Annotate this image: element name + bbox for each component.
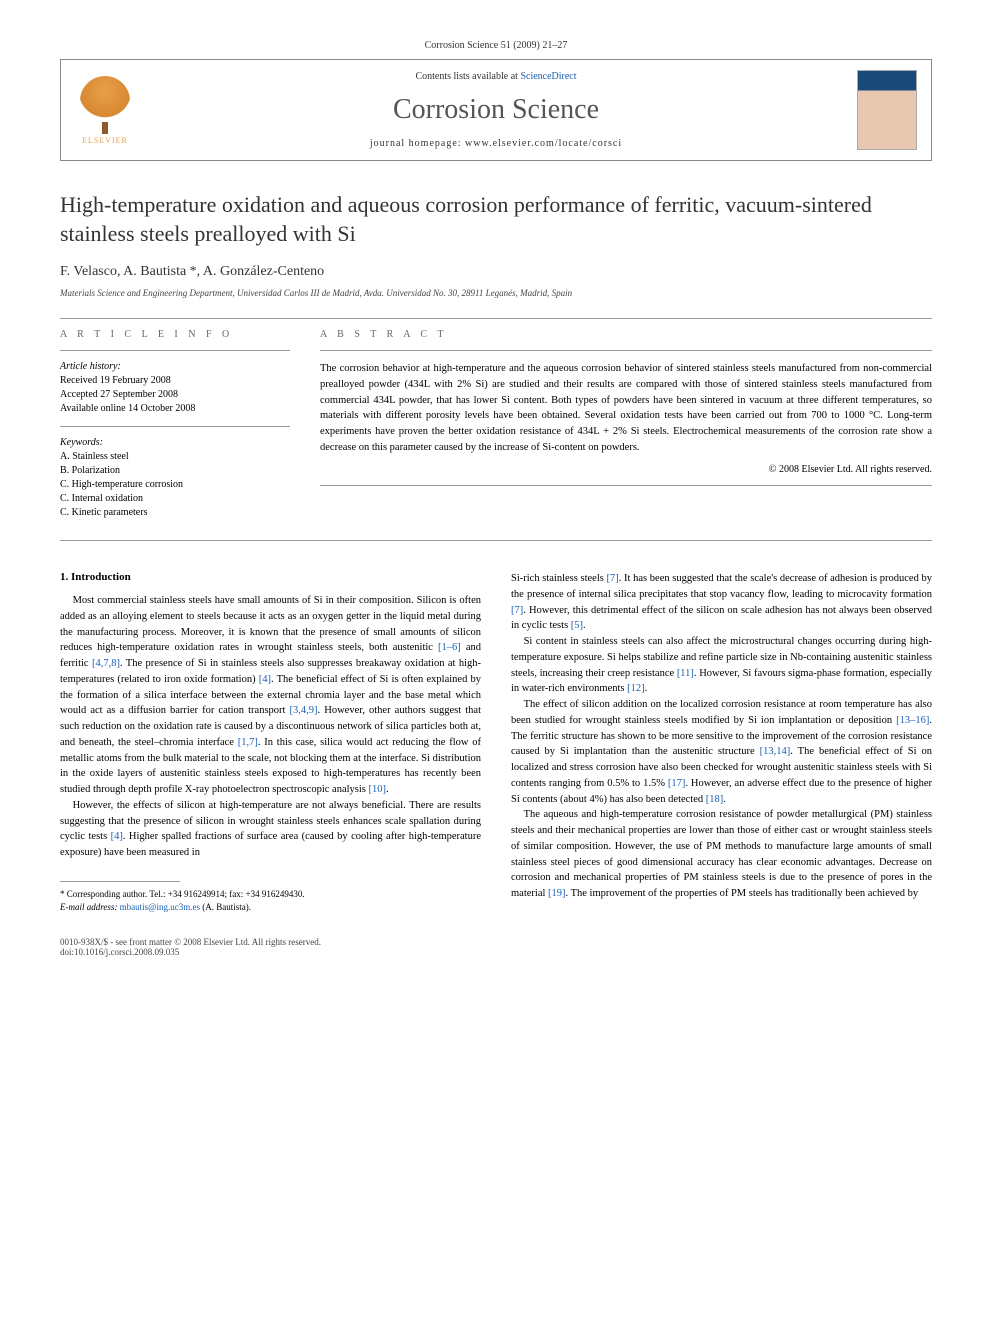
abstract-copyright: © 2008 Elsevier Ltd. All rights reserved… [320, 464, 932, 475]
abstract-head: A B S T R A C T [320, 329, 932, 340]
left-column: 1. Introduction Most commercial stainles… [60, 571, 481, 913]
paragraph: The aqueous and high-temperature corrosi… [511, 807, 932, 902]
sciencedirect-link[interactable]: ScienceDirect [520, 71, 576, 82]
keyword: A. Stainless steel [60, 450, 290, 464]
accepted-date: Accepted 27 September 2008 [60, 388, 290, 402]
divider [60, 318, 932, 319]
body-columns: 1. Introduction Most commercial stainles… [60, 571, 932, 913]
paragraph: Si content in stainless steels can also … [511, 634, 932, 697]
keyword: C. High-temperature corrosion [60, 478, 290, 492]
keyword: B. Polarization [60, 464, 290, 478]
paragraph: Most commercial stainless steels have sm… [60, 593, 481, 798]
elsevier-logo: ELSEVIER [75, 75, 135, 145]
article-info-head: A R T I C L E I N F O [60, 329, 290, 340]
authors: F. Velasco, A. Bautista *, A. González-C… [60, 264, 932, 280]
keywords-head: Keywords: [60, 437, 290, 448]
received-date: Received 19 February 2008 [60, 374, 290, 388]
history-head: Article history: [60, 361, 290, 372]
journal-cover-thumbnail [857, 70, 917, 150]
right-column: Si-rich stainless steels [7]. It has bee… [511, 571, 932, 913]
affiliation: Materials Science and Engineering Depart… [60, 288, 932, 298]
footer-left: 0010-938X/$ - see front matter © 2008 El… [60, 937, 321, 957]
email-suffix: (A. Bautista). [200, 902, 251, 912]
email-footnote: E-mail address: mbautis@ing.uc3m.es (A. … [60, 901, 481, 914]
footnote-separator [60, 881, 180, 882]
email-label: E-mail address: [60, 902, 120, 912]
keyword: C. Kinetic parameters [60, 506, 290, 520]
page-footer: 0010-938X/$ - see front matter © 2008 El… [60, 937, 932, 957]
paragraph: The effect of silicon addition on the lo… [511, 697, 932, 807]
divider [60, 350, 290, 351]
divider [60, 540, 932, 541]
keyword: C. Internal oxidation [60, 492, 290, 506]
doi-line: doi:10.1016/j.corsci.2008.09.035 [60, 947, 321, 957]
elsevier-tree-icon [80, 76, 130, 126]
front-matter-line: 0010-938X/$ - see front matter © 2008 El… [60, 937, 321, 947]
contents-line: Contents lists available at ScienceDirec… [135, 71, 857, 82]
online-date: Available online 14 October 2008 [60, 402, 290, 416]
journal-name: Corrosion Science [135, 94, 857, 126]
abstract-text: The corrosion behavior at high-temperatu… [320, 361, 932, 456]
email-link[interactable]: mbautis@ing.uc3m.es [120, 902, 200, 912]
section-head: 1. Introduction [60, 571, 481, 583]
journal-header-box: ELSEVIER Contents lists available at Sci… [60, 59, 932, 161]
corresponding-author-note: * Corresponding author. Tel.: +34 916249… [60, 888, 481, 901]
abstract-column: A B S T R A C T The corrosion behavior a… [320, 329, 932, 520]
contents-prefix: Contents lists available at [415, 71, 520, 82]
article-title: High-temperature oxidation and aqueous c… [60, 191, 932, 248]
paragraph: Si-rich stainless steels [7]. It has bee… [511, 571, 932, 634]
divider [320, 485, 932, 486]
article-info-column: A R T I C L E I N F O Article history: R… [60, 329, 290, 520]
paragraph: However, the effects of silicon at high-… [60, 798, 481, 861]
info-abstract-row: A R T I C L E I N F O Article history: R… [60, 329, 932, 520]
header-center: Contents lists available at ScienceDirec… [135, 71, 857, 149]
divider [320, 350, 932, 351]
running-header: Corrosion Science 51 (2009) 21–27 [60, 40, 932, 51]
journal-homepage: journal homepage: www.elsevier.com/locat… [135, 138, 857, 149]
divider [60, 426, 290, 427]
elsevier-label: ELSEVIER [82, 136, 128, 145]
